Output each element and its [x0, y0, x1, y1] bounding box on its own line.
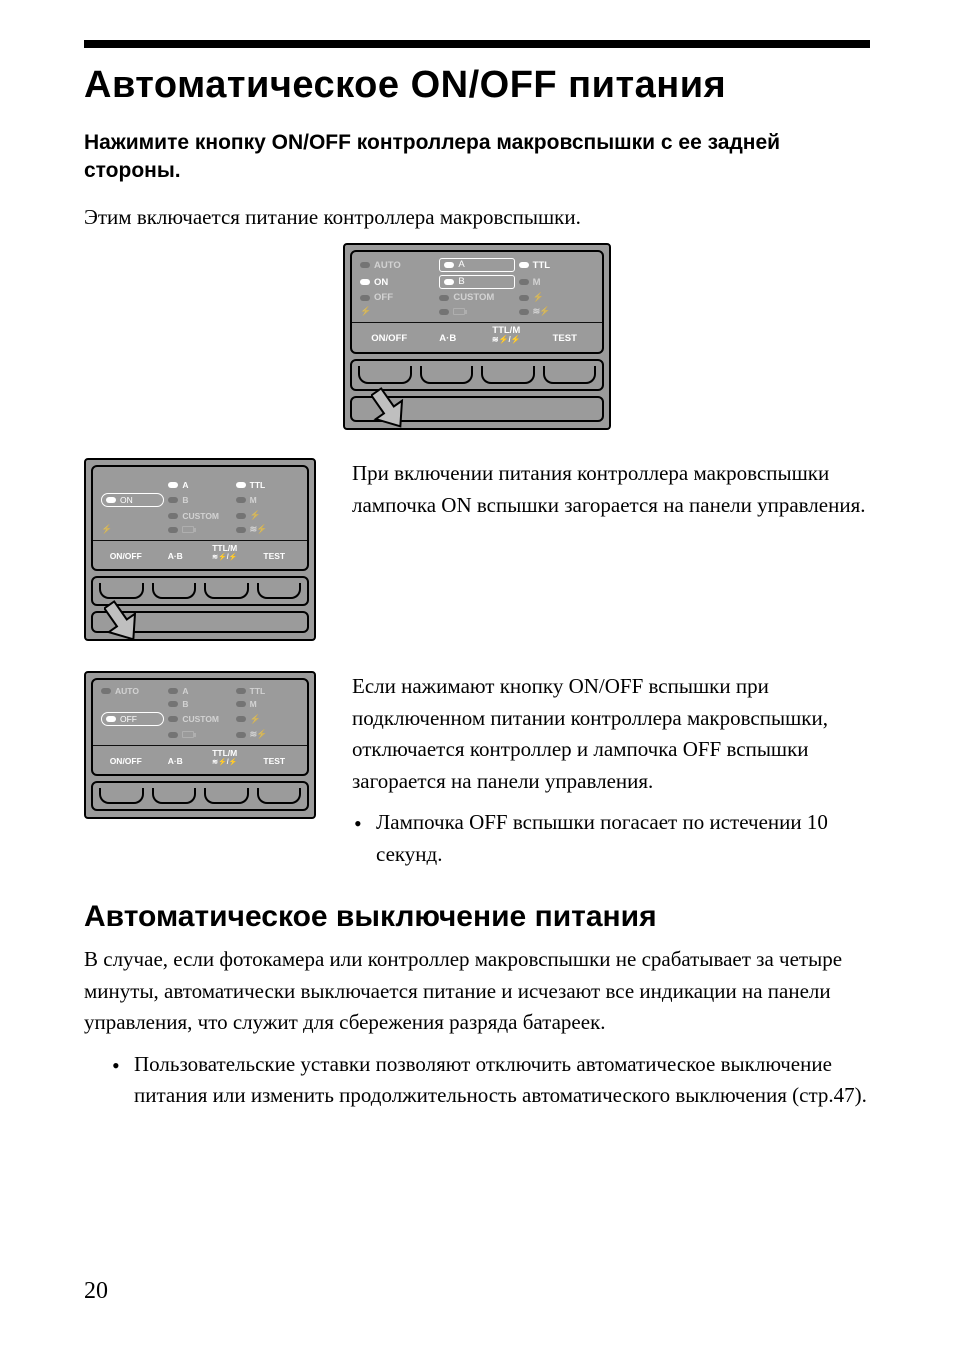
label-on-row	[101, 699, 164, 709]
label-m: M	[236, 699, 299, 709]
label-auto: AUTO	[360, 258, 435, 272]
btnlabel-test: TEST	[250, 756, 300, 766]
label-off-row	[101, 510, 164, 521]
hw-button-ab[interactable]	[152, 788, 197, 804]
hw-button-test[interactable]	[543, 366, 597, 384]
row-on: A TTL ON B M CUSTOM ON/OFF A·B TTL/M≋⚡/⚡…	[84, 458, 870, 641]
label-custom: CUSTOM	[168, 510, 231, 521]
bullet-off: Лампочка OFF вспышки погасает по истечен…	[352, 807, 870, 870]
hw-button-onoff[interactable]	[358, 366, 412, 384]
btnlabel-ab: A·B	[151, 551, 201, 561]
hw-button-onoff[interactable]	[99, 788, 144, 804]
section2-body: В случае, если фотокамера или контроллер…	[84, 944, 870, 1039]
paragraph-off: Если нажимают кнопку ON/OFF вспышки при …	[352, 671, 870, 797]
btnlabel-onoff: ON/OFF	[101, 551, 151, 561]
label-custom: CUSTOM	[168, 712, 231, 726]
label-battery	[439, 306, 514, 317]
label-a: A	[168, 686, 231, 696]
btnlabel-test: TEST	[250, 551, 300, 561]
btnlabel-onoff: ON/OFF	[360, 333, 419, 344]
highlight-off: OFF	[101, 712, 164, 726]
btnlabel-onoff: ON/OFF	[101, 756, 151, 766]
label-b: B	[168, 493, 231, 507]
label-ttl: TTL	[519, 258, 594, 272]
page-title: Автоматическое ON/OFF питания	[84, 64, 870, 107]
label-a: A	[439, 258, 514, 272]
button-strip	[91, 781, 309, 811]
panel-footbar	[91, 611, 309, 633]
hw-button-ttlm[interactable]	[204, 788, 249, 804]
label-wavy	[236, 524, 299, 535]
label-custom: CUSTOM	[439, 292, 514, 303]
subhead: Нажимите кнопку ON/OFF контроллера макро…	[84, 129, 870, 186]
hw-button-test[interactable]	[257, 788, 302, 804]
label-b: B	[168, 699, 231, 709]
panel-footbar	[350, 396, 604, 422]
label-b: B	[439, 275, 514, 289]
page-number: 20	[84, 1278, 108, 1305]
hw-button-ttlm[interactable]	[481, 366, 535, 384]
section2-title: Автоматическое выключение питания	[84, 900, 870, 934]
label-ttl: TTL	[236, 480, 299, 490]
btnlabel-test: TEST	[536, 333, 595, 344]
label-a: A	[168, 480, 231, 490]
hw-button-test[interactable]	[257, 583, 302, 599]
row-off: AUTO A TTL B M OFF CUSTOM ON/OFF A·B TTL…	[84, 671, 870, 870]
label-battery	[168, 729, 231, 740]
label-ttl: TTL	[236, 686, 299, 696]
label-flash	[236, 712, 299, 726]
label-bolt	[101, 524, 164, 535]
label-wavy	[236, 729, 299, 740]
label-wavy	[519, 306, 594, 317]
paragraph-on: При включении питания контроллера макров…	[352, 458, 870, 521]
button-strip	[350, 359, 604, 391]
button-strip	[91, 576, 309, 606]
label-m: M	[236, 493, 299, 507]
hw-button-onoff[interactable]	[99, 583, 144, 599]
label-bolt	[360, 306, 435, 317]
btnlabel-ttlm: TTL/M≋⚡/⚡	[477, 327, 536, 344]
figure-main: AUTO A TTL ON B M OFF CUSTOM ON/OFF A·B …	[84, 243, 870, 430]
label-on: ON	[360, 275, 435, 289]
btnlabel-ttlm: TTL/M≋⚡/⚡	[200, 545, 250, 561]
intro-paragraph: Этим включается питание контроллера макр…	[84, 202, 870, 234]
device-panel-main: AUTO A TTL ON B M OFF CUSTOM ON/OFF A·B …	[343, 243, 611, 430]
label-auto: AUTO	[101, 686, 164, 696]
btnlabel-ab: A·B	[151, 756, 201, 766]
top-rule	[84, 40, 870, 48]
label-off: OFF	[360, 292, 435, 303]
device-panel-on: A TTL ON B M CUSTOM ON/OFF A·B TTL/M≋⚡/⚡…	[84, 458, 316, 641]
btnlabel-ttlm: TTL/M≋⚡/⚡	[200, 750, 250, 766]
device-panel-off: AUTO A TTL B M OFF CUSTOM ON/OFF A·B TTL…	[84, 671, 316, 819]
hw-button-ab[interactable]	[420, 366, 474, 384]
hw-button-ab[interactable]	[152, 583, 197, 599]
label-flash	[236, 510, 299, 521]
label-bolt	[101, 729, 164, 740]
section2-bullet: Пользовательские уставки позволяют отклю…	[110, 1049, 870, 1112]
label-battery	[168, 524, 231, 535]
hw-button-ttlm[interactable]	[204, 583, 249, 599]
label-m: M	[519, 275, 594, 289]
highlight-on: ON	[101, 493, 164, 507]
label-flash	[519, 292, 594, 303]
btnlabel-ab: A·B	[419, 333, 478, 344]
